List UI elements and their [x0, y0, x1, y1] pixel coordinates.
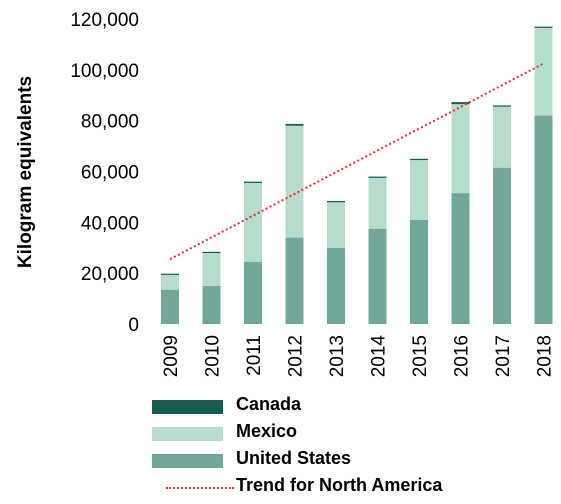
y-tick-label: 40,000 [81, 213, 139, 234]
x-tick-label-2009: 2009 [161, 335, 182, 377]
y-tick-label: 120,000 [70, 10, 139, 31]
x-tick-label-2017: 2017 [493, 335, 514, 377]
legend-swatch-united-states [152, 454, 223, 468]
bar-canada-2012 [285, 123, 304, 126]
bar-mexico-2011 [244, 182, 262, 262]
x-tick-label-2016: 2016 [452, 335, 473, 377]
bar-united-states-2016 [451, 193, 470, 324]
bar-mexico-2013 [327, 202, 345, 248]
bar-canada-2015 [410, 158, 428, 161]
legend-label-trend: Trend for North America [236, 475, 443, 495]
bar-canada-2011 [244, 181, 262, 183]
bar-canada-2017 [493, 105, 511, 107]
legend-swatch-canada [152, 400, 223, 414]
stacked-bar-chart: Kilogram equivalents 0 20,000 40,000 60,000… [15, 10, 556, 378]
bar-mexico-2012 [285, 125, 304, 238]
bar-canada-2014 [368, 176, 387, 178]
y-tick-label: 100,000 [70, 61, 139, 82]
x-tick-label-2014: 2014 [369, 335, 390, 378]
bar-canada-2010 [202, 251, 221, 254]
bar-united-states-2017 [493, 167, 511, 324]
y-tick-label: 60,000 [81, 163, 139, 184]
legend-label-mexico: Mexico [236, 421, 298, 441]
bar-mexico-2017 [493, 106, 511, 168]
trend-line [169, 62, 544, 261]
legend-label-united-states: United States [236, 448, 352, 468]
bar-united-states-2013 [327, 247, 345, 324]
bar-mexico-2018 [534, 27, 553, 116]
bar-canada-2016 [451, 102, 470, 105]
bar-mexico-2015 [410, 160, 428, 220]
x-tick-label-2010: 2010 [203, 335, 224, 377]
bar-united-states-2009 [161, 289, 179, 324]
bar-united-states-2015 [410, 219, 428, 324]
bar-mexico-2014 [368, 177, 387, 229]
bar-mexico-2016 [451, 104, 470, 194]
bar-united-states-2012 [285, 237, 304, 324]
x-tick-label-2011: 2011 [244, 335, 265, 376]
bar-canada-2013 [327, 200, 345, 203]
y-axis-label: Kilogram equivalents [15, 76, 36, 268]
x-tick-label-2018: 2018 [535, 335, 556, 377]
bar-canada-2009 [161, 273, 179, 275]
bar-mexico-2010 [202, 252, 221, 286]
bar-mexico-2009 [161, 274, 179, 290]
y-tick-label: 20,000 [81, 264, 139, 285]
y-tick-label: 80,000 [81, 112, 139, 133]
x-tick-label-2013: 2013 [327, 335, 348, 377]
y-tick-label: 0 [128, 315, 139, 336]
x-tick-label-2012: 2012 [286, 335, 307, 377]
x-tick-label-2015: 2015 [410, 335, 431, 377]
bar-united-states-2014 [368, 228, 387, 324]
bar-united-states-2011 [244, 261, 262, 324]
bar-united-states-2018 [534, 115, 553, 324]
legend-label-canada: Canada [236, 394, 302, 414]
bar-canada-2018 [534, 26, 553, 28]
bar-united-states-2010 [202, 285, 221, 324]
legend-swatch-trend [166, 487, 234, 489]
legend-swatch-mexico [152, 427, 223, 441]
